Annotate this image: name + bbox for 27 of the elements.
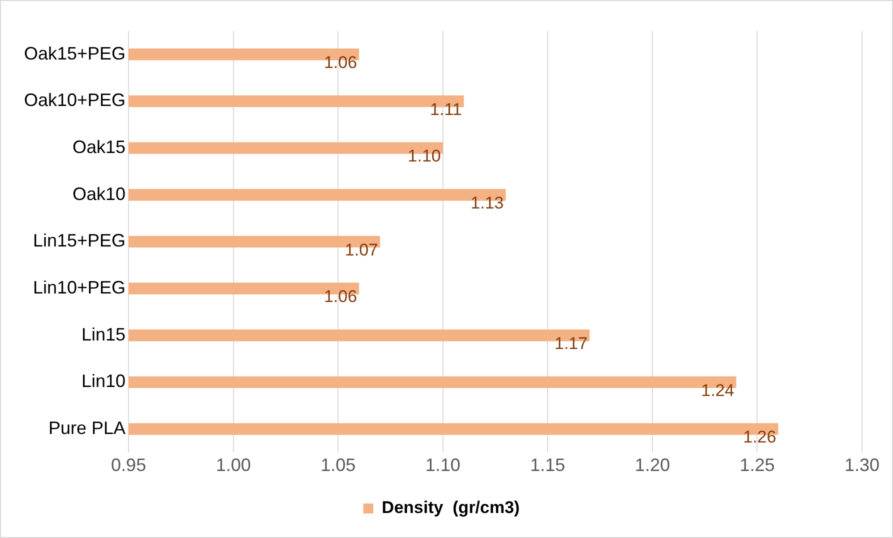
data-label: 1.07 — [344, 240, 378, 260]
data-label: 1.06 — [324, 53, 358, 72]
x-tick-label: 1.15 — [530, 455, 566, 476]
x-tick-label: 0.95 — [111, 455, 146, 476]
y-tick-label: Lin15+PEG — [32, 230, 126, 251]
y-tick-label: Lin10+PEG — [32, 277, 126, 298]
data-label: 1.11 — [430, 100, 462, 119]
x-tick-label: 1.10 — [425, 455, 460, 476]
data-label: 1.06 — [324, 287, 358, 306]
y-tick-label: Lin10 — [82, 371, 126, 392]
data-label: 1.17 — [554, 334, 588, 354]
y-tick-label: Oak15 — [72, 137, 126, 158]
data-label: 1.24 — [701, 380, 734, 400]
y-tick-label: Oak10 — [72, 184, 126, 204]
x-tick-label: 1.20 — [634, 455, 670, 476]
data-label: 1.10 — [408, 146, 441, 166]
y-tick-label: Lin15 — [82, 324, 126, 344]
x-tick-label: 1.25 — [740, 455, 775, 476]
y-tick-label: Oak15+PEG — [24, 43, 126, 64]
data-label: 1.13 — [470, 194, 504, 213]
legend-label: Density (gr/cm3) — [382, 498, 520, 518]
x-tick-label: 1.05 — [320, 455, 356, 476]
data-label: 1.26 — [743, 428, 776, 447]
y-tick-label: Pure PLA — [48, 418, 126, 438]
x-tick-label: 1.30 — [844, 455, 880, 476]
x-tick-label: 1.00 — [216, 455, 251, 476]
y-tick-label: Oak10+PEG — [24, 90, 126, 110]
